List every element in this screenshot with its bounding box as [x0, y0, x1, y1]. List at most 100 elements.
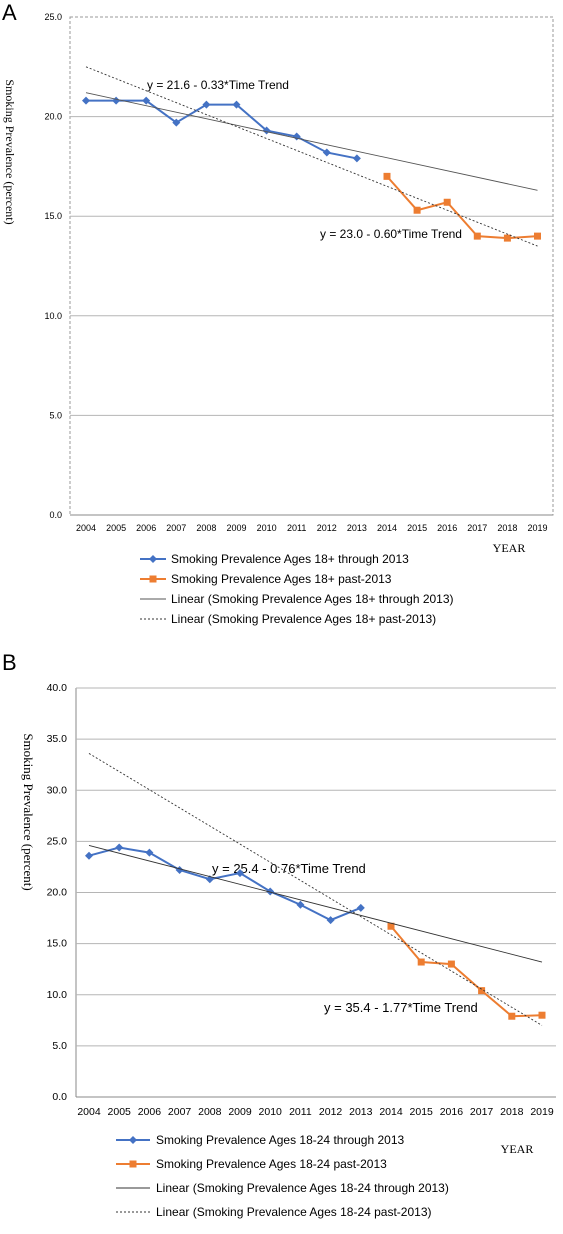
x-tick-label: 2016: [437, 523, 457, 533]
data-point-square: [534, 232, 541, 240]
y-tick-label: 25.0: [44, 12, 62, 22]
legend-label: Smoking Prevalence Ages 18-24 through 20…: [156, 1133, 404, 1147]
x-tick-label: 2013: [349, 1106, 373, 1118]
data-point-diamond: [112, 96, 121, 105]
x-tick-label: 2009: [228, 1106, 252, 1118]
x-tick-label: 2019: [527, 523, 547, 533]
series-b: [85, 753, 546, 1026]
series-line: [88, 846, 362, 922]
x-axis-label-b: YEAR: [501, 1142, 534, 1156]
series-line: [86, 99, 358, 160]
x-tick-label: 2012: [317, 523, 337, 533]
x-tick-label: 2006: [138, 1106, 162, 1118]
x-axis-label-a: YEAR: [493, 541, 526, 555]
data-point-square: [413, 206, 421, 214]
trend-equation-b-past-2013: y = 35.4 - 1.77*Time Trend: [324, 1000, 478, 1015]
data-point-diamond: [266, 887, 275, 896]
data-point-diamond: [202, 100, 211, 109]
gridlines-b: [76, 687, 556, 1098]
data-point-diamond: [115, 843, 124, 852]
x-tick-label: 2012: [319, 1106, 343, 1118]
y-tick-label: 15.0: [44, 211, 62, 221]
y-tick-label: 20.0: [44, 112, 62, 122]
y-axis-label-a: Smoking Prevalence (percent): [3, 79, 17, 224]
data-point-diamond: [322, 148, 331, 157]
data-point-diamond: [292, 132, 301, 141]
trend-equation-a-past-2013: y = 23.0 - 0.60*Time Trend: [320, 227, 462, 241]
legend-label: Smoking Prevalence Ages 18-24 past-2013: [156, 1157, 387, 1171]
x-tick-label: 2010: [259, 1106, 283, 1118]
panel-label-b: B: [2, 650, 17, 675]
x-tick-label: 2004: [76, 523, 96, 533]
y-tick-label: 5.0: [52, 1040, 67, 1052]
data-point-diamond: [172, 118, 181, 127]
legend-label: Linear (Smoking Prevalence Ages 18-24 th…: [156, 1181, 449, 1195]
legend-label: Linear (Smoking Prevalence Ages 18-24 pa…: [156, 1205, 432, 1219]
x-tick-label: 2013: [347, 523, 367, 533]
y-tick-label: 5.0: [49, 410, 62, 420]
y-tick-label: 20.0: [47, 887, 68, 899]
trendline: [88, 753, 543, 1026]
x-tick-label: 2016: [440, 1106, 464, 1118]
y-ticks-a: 0.0 5.0 10.0 15.0 20.0 25.0: [44, 12, 62, 520]
x-tick-label: 2018: [500, 1106, 524, 1118]
y-tick-label: 30.0: [47, 784, 68, 796]
x-ticks-b: 2004 2005 2006 2007 2008 2009 2010 2011 2012 2013…: [77, 1106, 554, 1118]
x-tick-label: 2005: [108, 1106, 132, 1118]
x-tick-label: 2019: [530, 1106, 554, 1118]
x-tick-label: 2008: [196, 523, 216, 533]
y-tick-label: 15.0: [47, 938, 68, 950]
x-tick-label: 2008: [198, 1106, 222, 1118]
x-tick-label: 2009: [226, 523, 246, 533]
data-point-diamond: [232, 100, 241, 109]
gridlines-a: [70, 116, 553, 516]
y-ticks-b: 0.0 5.0 10.0 15.0 20.0 25.0 30.0 35.0 40.0: [47, 682, 68, 1103]
data-point-square: [447, 960, 455, 968]
data-point-square: [387, 922, 395, 930]
x-tick-label: 2005: [106, 523, 126, 533]
data-point-diamond: [175, 866, 184, 875]
data-point-diamond: [145, 848, 154, 857]
legend-label: Smoking Prevalence Ages 18+ past-2013: [171, 572, 392, 586]
data-point-square: [538, 1011, 546, 1019]
y-axis-label-b: Smoking Prevalence (percent): [21, 733, 36, 890]
data-point-square: [383, 172, 391, 180]
series-line: [390, 925, 543, 1018]
trendline: [88, 845, 543, 963]
x-tick-label: 2007: [168, 1106, 192, 1118]
y-tick-label: 25.0: [47, 835, 68, 847]
x-tick-label: 2007: [166, 523, 186, 533]
x-tick-label: 2015: [410, 1106, 434, 1118]
data-point-diamond: [326, 916, 335, 925]
legend-b: Smoking Prevalence Ages 18-24 through 20…: [116, 1133, 449, 1219]
trendline: [85, 92, 538, 191]
y-tick-label: 10.0: [47, 989, 68, 1001]
series-a: [82, 66, 541, 247]
data-point-square: [508, 1012, 516, 1020]
legend-label: Linear (Smoking Prevalence Ages 18+ thro…: [171, 592, 454, 606]
x-ticks-a: 2004 2005 2006 2007 2008 2009 2010 2011 2012 2013…: [76, 523, 548, 533]
series-line: [386, 175, 538, 240]
x-tick-label: 2014: [379, 1106, 403, 1118]
y-tick-label: 35.0: [47, 733, 68, 745]
chart-panel-a: A Smoking Prevalence (percent) YEAR y = …: [2, 0, 554, 626]
data-point-diamond: [352, 154, 361, 163]
panel-label-a: A: [2, 0, 17, 25]
x-tick-label: 2004: [77, 1106, 101, 1118]
chart-panel-b: B Smoking Prevalence (percent) YEAR y = …: [2, 650, 556, 1219]
x-tick-label: 2011: [289, 1106, 312, 1118]
data-point-diamond: [296, 900, 305, 909]
x-tick-label: 2018: [497, 523, 517, 533]
data-point-diamond: [356, 903, 365, 912]
x-tick-label: 2015: [407, 523, 427, 533]
legend-marker-diamond: [129, 1136, 137, 1144]
legend-label: Linear (Smoking Prevalence Ages 18+ past…: [171, 612, 436, 626]
data-point-diamond: [142, 96, 151, 105]
data-point-diamond: [82, 96, 90, 105]
y-tick-label: 10.0: [44, 311, 62, 321]
plot-area-border-a: [69, 16, 554, 516]
legend-marker-square: [129, 1160, 137, 1168]
y-tick-label: 0.0: [52, 1091, 67, 1103]
x-tick-label: 2010: [257, 523, 277, 533]
